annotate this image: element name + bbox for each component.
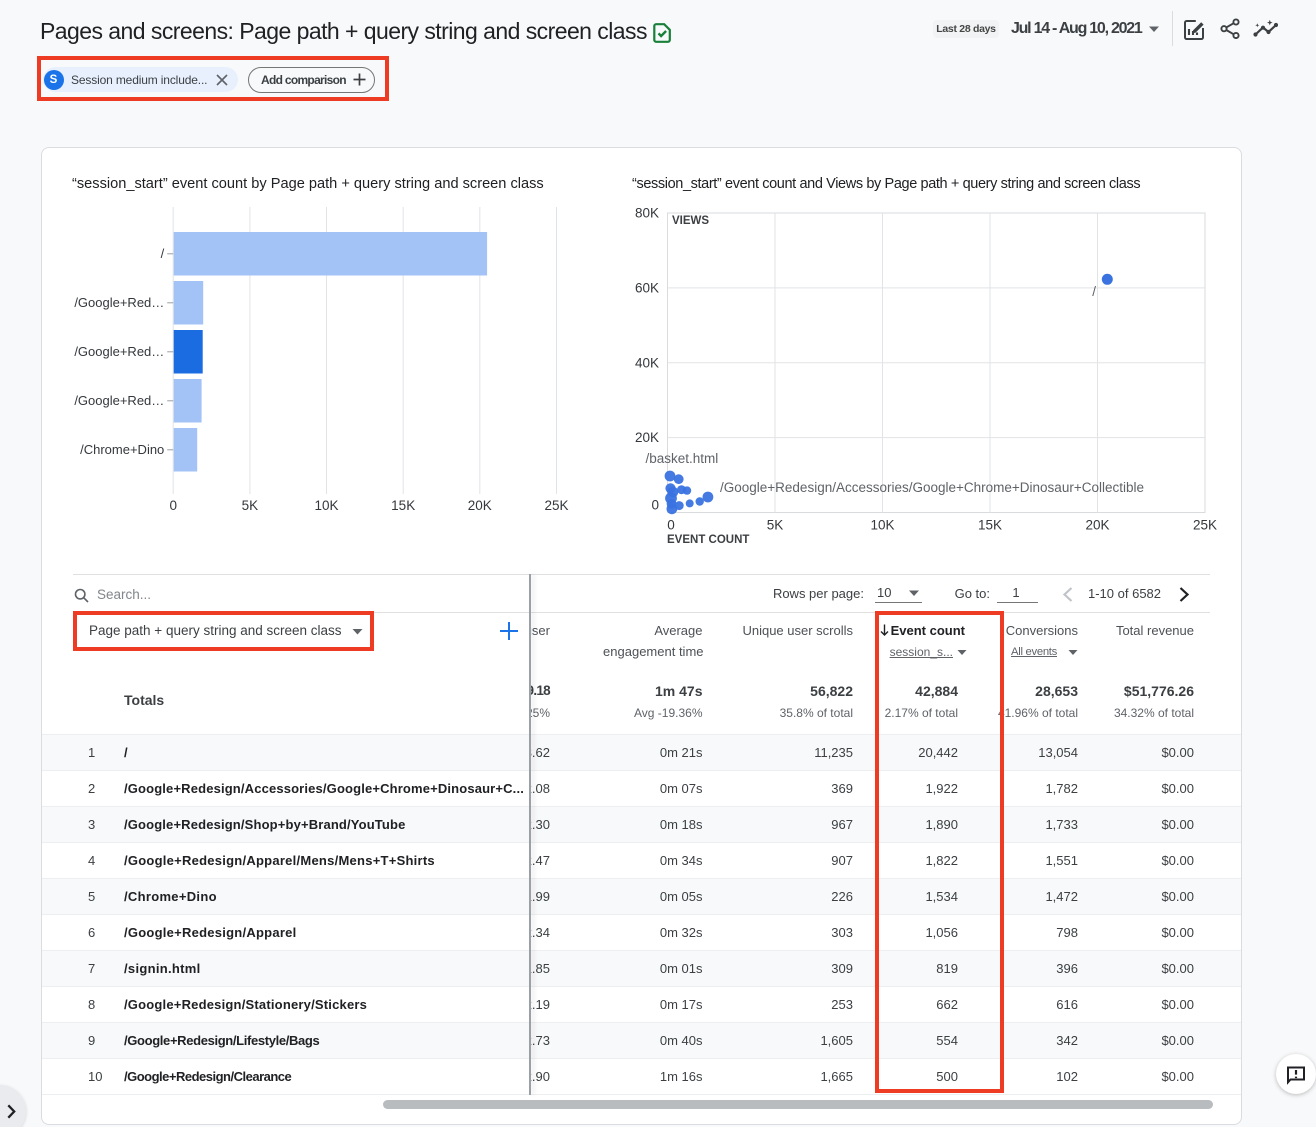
svg-text:/Google+Red…: /Google+Red… — [74, 393, 164, 408]
svg-text:20K: 20K — [468, 498, 492, 513]
svg-text:5K: 5K — [242, 498, 259, 513]
svg-text:15K: 15K — [391, 498, 415, 513]
svg-text:EVENT COUNT: EVENT COUNT — [667, 534, 749, 546]
svg-text:0: 0 — [651, 498, 659, 513]
svg-text:20K: 20K — [1085, 518, 1109, 533]
svg-text:40K: 40K — [635, 356, 659, 371]
svg-text:25K: 25K — [544, 498, 568, 513]
svg-text:15K: 15K — [978, 518, 1002, 533]
svg-text:20K: 20K — [635, 430, 659, 445]
svg-text:VIEWS: VIEWS — [672, 215, 709, 227]
svg-text:/basket.html: /basket.html — [646, 451, 719, 466]
svg-text:/Google+Red…: /Google+Red… — [74, 295, 164, 310]
svg-text:0: 0 — [169, 498, 177, 513]
svg-text:/Google+Redesign/Accessories/G: /Google+Redesign/Accessories/Google+Chro… — [720, 480, 1144, 495]
svg-text:/: / — [161, 246, 165, 261]
svg-text:/Chrome+Dino: /Chrome+Dino — [80, 442, 164, 457]
svg-text:5K: 5K — [767, 518, 784, 533]
svg-text:/: / — [1092, 284, 1096, 299]
svg-text:0: 0 — [667, 518, 675, 533]
svg-text:25K: 25K — [1193, 518, 1217, 533]
svg-text:10K: 10K — [314, 498, 338, 513]
svg-text:10K: 10K — [870, 518, 894, 533]
svg-text:80K: 80K — [635, 206, 659, 221]
svg-text:60K: 60K — [635, 281, 659, 296]
svg-text:/Google+Red…: /Google+Red… — [74, 344, 164, 359]
